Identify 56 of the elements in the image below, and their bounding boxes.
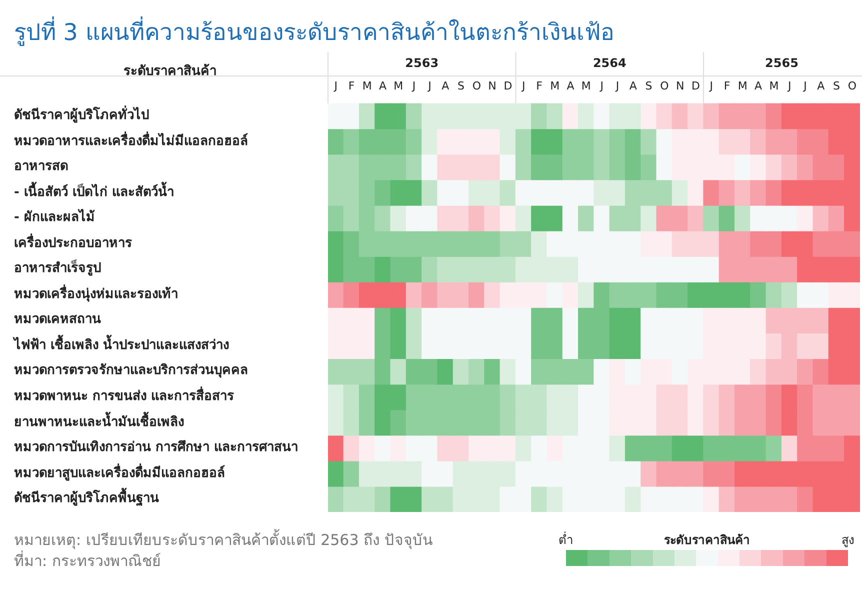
x-tick-label: A xyxy=(379,79,387,92)
y-tick-label: หมวดอาหารและเครื่องดื่มไม่มีแอลกอฮอล์ xyxy=(14,134,248,150)
x-tick-label: F xyxy=(536,79,542,92)
x-tick-label: J xyxy=(520,79,526,92)
y-tick-label: หมวดเครื่องนุ่งห่มและรองเท้า xyxy=(14,286,178,303)
x-tick-label: M xyxy=(394,79,404,92)
x-tick-label: O xyxy=(472,79,482,92)
y-tick-label: อาหารสำเร็จรูป xyxy=(14,261,101,278)
x-tick-label: J xyxy=(411,79,416,92)
y-tick-label: หมวดการบันเทิงการอ่าน การศึกษา และการศาสนา xyxy=(14,440,298,456)
color-bar-label: สูง xyxy=(842,532,854,549)
x-tick-label: N xyxy=(488,79,496,92)
x-tick-label: J xyxy=(786,79,792,92)
color-bar-label: ต่ำ xyxy=(558,530,574,549)
x-tick-label: A xyxy=(754,79,763,92)
x-tick-label: F xyxy=(724,79,730,92)
x-tick-label: S xyxy=(833,79,840,92)
x-tick-label: A xyxy=(566,79,575,92)
color-bar-title: ระดับราคาสินค้า xyxy=(664,533,750,547)
y-tick-label: อาหารสด xyxy=(14,159,68,176)
y-tick-label: หมวดพาหนะ การขนส่ง และการสื่อสาร xyxy=(14,389,234,406)
x-tick-label: M xyxy=(550,79,560,92)
x-tick-label: O xyxy=(660,79,670,92)
x-tick-label: J xyxy=(802,79,807,92)
y-tick-label: หมวดการตรวจรักษาและบริการส่วนบุคคล xyxy=(14,363,248,380)
x-tick-label: N xyxy=(676,79,684,92)
x-tick-label: O xyxy=(848,79,857,92)
x-tick-label: M xyxy=(581,79,591,92)
x-tick-label: M xyxy=(362,79,372,92)
chart-title: รูปที่ 3 แผนที่ความร้อนของระดับราคาสินค้าในตะกร้าเงินเฟ้อ xyxy=(14,15,614,48)
text: 2565 xyxy=(765,56,798,70)
y-tick-label: หมวดยาสูบและเครื่องดื่มมีแอลกอฮอล์ xyxy=(14,466,225,482)
x-tick-label: F xyxy=(348,79,355,92)
x-tick-label: S xyxy=(458,79,465,92)
x-tick-label: S xyxy=(645,79,652,92)
x-tick-label: J xyxy=(333,79,338,92)
y-tick-label: - ผักและผลไม้ xyxy=(14,210,95,226)
x-tick-label: D xyxy=(691,79,700,92)
x-tick-label: J xyxy=(599,79,604,92)
x-tick-label: D xyxy=(504,79,512,92)
text: หมายเหตุ: เปรียบเทียบระดับราคาสินค้าตั้งแต่ปี 2563 ถึง ปัจจุบัน xyxy=(14,530,432,550)
x-tick-label: M xyxy=(769,79,779,92)
text: ที่มา: กระทรวงพาณิชย์ xyxy=(14,551,162,572)
x-tick-label: A xyxy=(629,79,638,92)
x-tick-label: A xyxy=(817,79,826,92)
y-tick-label: หมวดเคหสถาน xyxy=(14,312,101,328)
y-axis-title: ระดับราคาสินค้า xyxy=(122,62,218,81)
x-tick-label: J xyxy=(708,79,713,92)
text: 2563 xyxy=(405,56,439,70)
text: 2564 xyxy=(592,56,626,70)
x-tick-label: J xyxy=(614,79,620,92)
y-tick-label: เครื่องประกอบอาหาร xyxy=(14,236,132,252)
y-tick-label: ดัชนีราคาผู้บริโภคทั่วไป xyxy=(14,108,149,124)
x-tick-label: J xyxy=(427,79,432,92)
x-tick-label: A xyxy=(442,79,450,92)
x-tick-label: M xyxy=(738,79,748,92)
